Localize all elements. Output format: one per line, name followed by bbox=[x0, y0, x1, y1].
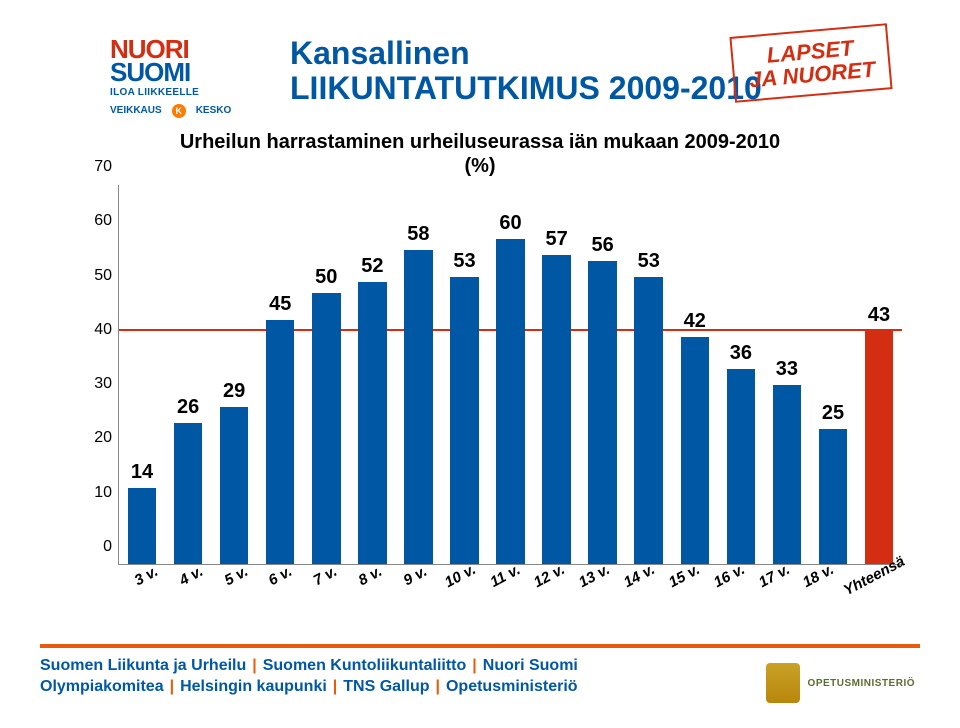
bar bbox=[773, 385, 802, 564]
bar-value-label: 14 bbox=[131, 461, 153, 484]
y-tick: 30 bbox=[94, 375, 112, 393]
sponsor-row: VEIKKAUS K KESKO bbox=[110, 104, 250, 118]
x-axis: 3 v.4 v.5 v.6 v.7 v.8 v.9 v.10 v.11 v.12… bbox=[118, 565, 902, 605]
y-tick: 70 bbox=[94, 158, 112, 176]
bar bbox=[681, 337, 710, 564]
bar-cell: 45 bbox=[257, 185, 303, 564]
footer-divider bbox=[40, 644, 920, 648]
main-title: Kansallinen LIIKUNTATUTKIMUS 2009-2010 bbox=[290, 35, 762, 107]
footer-separator: | bbox=[164, 678, 180, 695]
bar bbox=[266, 320, 295, 564]
bar-cell: 50 bbox=[303, 185, 349, 564]
footer-item: Opetusministeriö bbox=[446, 678, 578, 695]
title-line2: LIIKUNTATUTKIMUS 2009-2010 bbox=[290, 70, 762, 107]
bar-cell: 36 bbox=[718, 185, 764, 564]
y-tick: 40 bbox=[94, 321, 112, 339]
bar-cell: 53 bbox=[441, 185, 487, 564]
bar-value-label: 52 bbox=[361, 255, 383, 278]
bar bbox=[496, 239, 525, 564]
bar-cell: 33 bbox=[764, 185, 810, 564]
bar bbox=[542, 255, 571, 564]
footer-item: Olympiakomitea bbox=[40, 678, 164, 695]
bar-value-label: 60 bbox=[499, 212, 521, 235]
bar-value-label: 25 bbox=[822, 402, 844, 425]
bar-value-label: 53 bbox=[638, 250, 660, 273]
y-tick: 50 bbox=[94, 267, 112, 285]
bar-value-label: 26 bbox=[177, 396, 199, 419]
footer-separator: | bbox=[327, 678, 343, 695]
sponsor-veikkaus: VEIKKAUS bbox=[110, 105, 162, 116]
bar bbox=[358, 282, 387, 564]
bar bbox=[404, 250, 433, 564]
logo-tagline: ILOA LIIKKEELLE bbox=[110, 87, 250, 98]
bar-value-label: 36 bbox=[730, 342, 752, 365]
footer-separator: | bbox=[246, 657, 262, 674]
bar bbox=[865, 331, 894, 564]
bar-cell: 56 bbox=[580, 185, 626, 564]
footer-item: Suomen Liikunta ja Urheilu bbox=[40, 657, 246, 674]
y-tick: 20 bbox=[94, 429, 112, 447]
bar bbox=[727, 369, 756, 564]
slide: NUORI SUOMI ILOA LIIKKEELLE VEIKKAUS K K… bbox=[0, 0, 960, 728]
sponsor-kesko: KESKO bbox=[196, 105, 232, 116]
kesko-icon: K bbox=[172, 104, 186, 118]
bar-cell: 42 bbox=[672, 185, 718, 564]
logo-line2: SUOMI bbox=[110, 57, 190, 87]
bar-value-label: 33 bbox=[776, 358, 798, 381]
bar bbox=[174, 423, 203, 564]
bar bbox=[128, 488, 157, 564]
bar-cell: 60 bbox=[488, 185, 534, 564]
bar-value-label: 58 bbox=[407, 223, 429, 246]
bar-value-label: 57 bbox=[545, 228, 567, 251]
bar-value-label: 50 bbox=[315, 266, 337, 289]
bar-value-label: 42 bbox=[684, 310, 706, 333]
bar-value-label: 56 bbox=[592, 234, 614, 257]
bar-value-label: 53 bbox=[453, 250, 475, 273]
bar-value-label: 29 bbox=[223, 380, 245, 403]
stamp-badge: LAPSET JA NUORET bbox=[729, 23, 892, 103]
bar-cell: 57 bbox=[534, 185, 580, 564]
footer-credits: Suomen Liikunta ja Urheilu|Suomen Kuntol… bbox=[40, 655, 578, 698]
ministry-logo: OPETUSMINISTERIÖ bbox=[766, 663, 915, 703]
lion-icon bbox=[766, 663, 800, 703]
logo-title: NUORI SUOMI bbox=[110, 38, 250, 85]
bar-cell: 43 bbox=[856, 185, 902, 564]
footer-item: Helsingin kaupunki bbox=[180, 678, 327, 695]
bar bbox=[450, 277, 479, 564]
plot-area: 14 26 29 45 50 52 58 53 60 57 56 53 42 36 33 25 43 bbox=[118, 185, 902, 565]
y-tick: 0 bbox=[103, 538, 112, 556]
bars-container: 14 26 29 45 50 52 58 53 60 57 56 53 42 36 33 25 43 bbox=[119, 185, 902, 564]
bar-cell: 53 bbox=[626, 185, 672, 564]
bar-chart: 010203040506070 142629455052585360575653… bbox=[82, 185, 902, 605]
footer-separator: | bbox=[466, 657, 482, 674]
bar-cell: 14 bbox=[119, 185, 165, 564]
y-tick: 10 bbox=[94, 484, 112, 502]
bar-cell: 26 bbox=[165, 185, 211, 564]
footer-item: TNS Gallup bbox=[343, 678, 429, 695]
y-axis: 010203040506070 bbox=[82, 185, 118, 565]
y-tick: 60 bbox=[94, 212, 112, 230]
bar-value-label: 45 bbox=[269, 293, 291, 316]
chart-subtitle: Urheilun harrastaminen urheiluseurassa i… bbox=[0, 130, 960, 178]
title-line1: Kansallinen bbox=[290, 35, 762, 72]
bar bbox=[588, 261, 617, 564]
bar-cell: 52 bbox=[349, 185, 395, 564]
bar-value-label: 43 bbox=[868, 304, 890, 327]
bar-cell: 58 bbox=[395, 185, 441, 564]
logo-block: NUORI SUOMI ILOA LIIKKEELLE VEIKKAUS K K… bbox=[110, 38, 250, 118]
footer-separator: | bbox=[430, 678, 446, 695]
bar bbox=[634, 277, 663, 564]
bar bbox=[312, 293, 341, 564]
bar-cell: 25 bbox=[810, 185, 856, 564]
footer-item: Nuori Suomi bbox=[483, 657, 578, 674]
ministry-text: OPETUSMINISTERIÖ bbox=[808, 678, 915, 689]
footer-item: Suomen Kuntoliikuntaliitto bbox=[263, 657, 467, 674]
bar bbox=[220, 407, 249, 564]
bar bbox=[819, 429, 848, 564]
bar-cell: 29 bbox=[211, 185, 257, 564]
